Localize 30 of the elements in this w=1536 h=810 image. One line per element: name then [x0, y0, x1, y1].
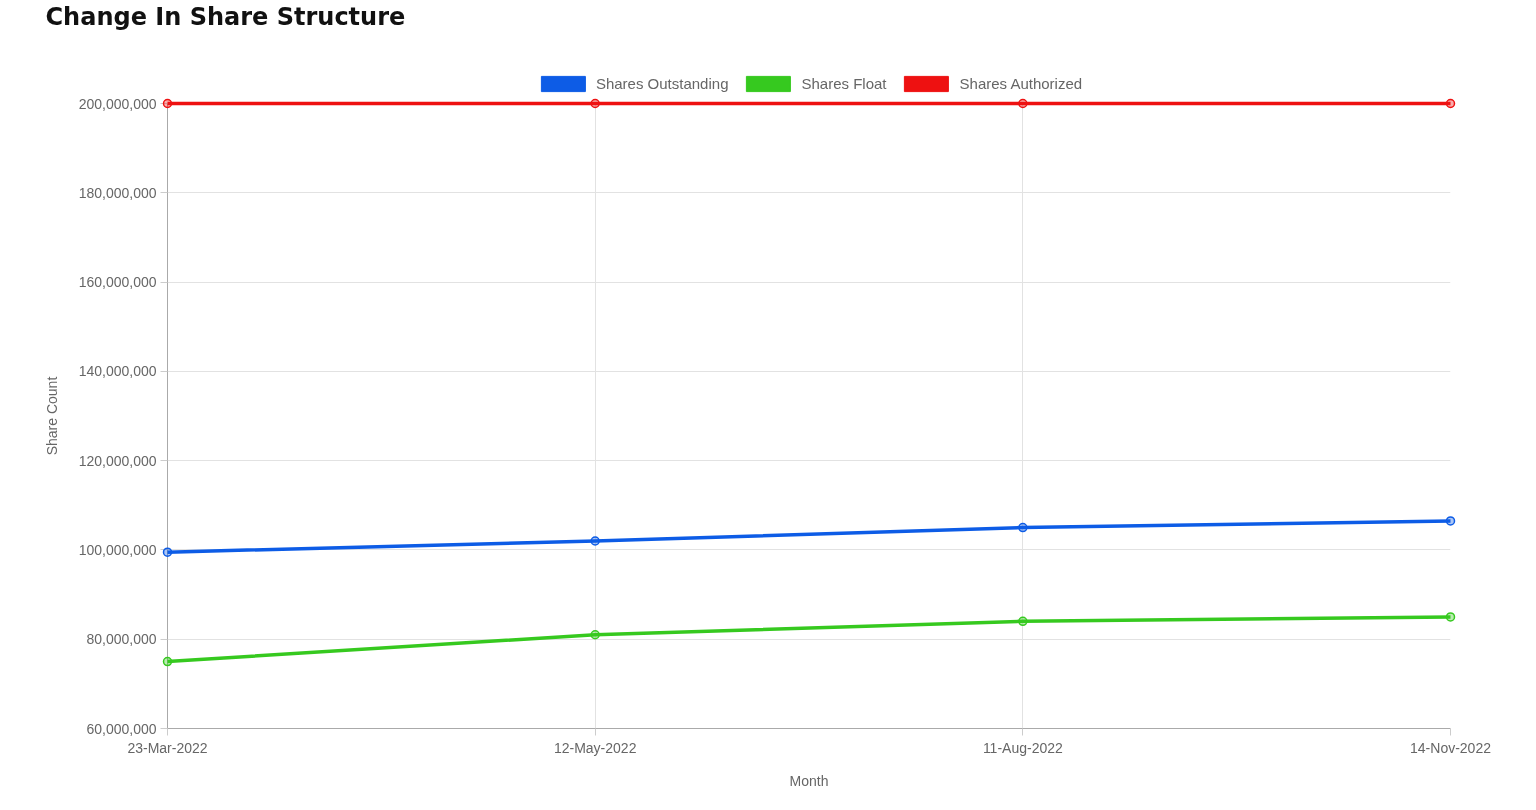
point: [590, 98, 600, 109]
point: [162, 98, 173, 109]
point: [1018, 98, 1028, 109]
y-tick-label: 140,000,000: [78, 363, 157, 380]
legend-label: Shares Float: [801, 75, 887, 92]
y-tick-label: 200,000,000: [78, 95, 157, 112]
point: [1445, 516, 1456, 526]
point: [1018, 522, 1028, 533]
point: [1445, 612, 1456, 622]
x-tick-label: 23-Mar-2022: [127, 739, 208, 756]
y-tick-label: 100,000,000: [78, 541, 157, 558]
y-tick-label: 180,000,000: [78, 184, 157, 201]
y-tick-label: 80,000,000: [86, 631, 157, 648]
point: [590, 630, 600, 640]
y-tick-label: 60,000,000: [86, 720, 157, 737]
y-tick-label: 120,000,000: [78, 452, 157, 469]
y-axis-title: Share Count: [43, 376, 60, 456]
x-tick-label: 14-Nov-2022: [1410, 739, 1492, 756]
point: [1018, 616, 1028, 627]
x-tick-label: 11-Aug-2022: [982, 739, 1063, 756]
point: [162, 656, 173, 667]
point: [590, 536, 600, 546]
x-axis-title: Month: [789, 772, 829, 789]
legend-label: Shares Authorized: [959, 75, 1083, 92]
x-tick-label: 12-May-2022: [553, 739, 637, 756]
point: [162, 547, 173, 557]
chart-title: Change In Share Structure: [45, 2, 406, 31]
point: [1445, 98, 1456, 109]
legend-label: Shares Outstanding: [595, 75, 729, 92]
y-tick-label: 160,000,000: [78, 274, 157, 291]
